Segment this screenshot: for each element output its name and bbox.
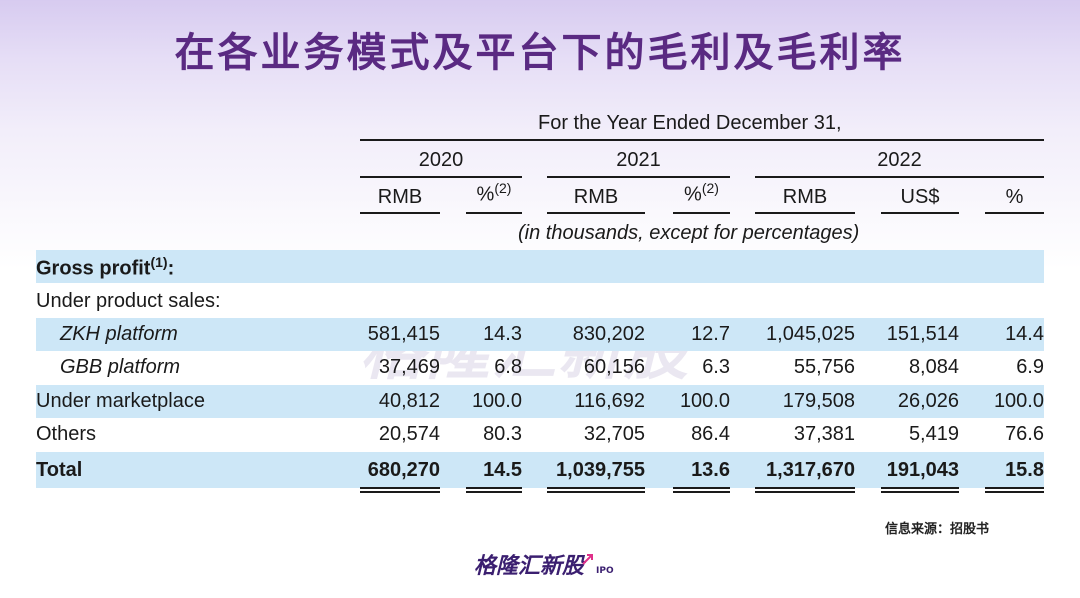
footer-logo: 格隆汇新股 IPO — [474, 554, 614, 579]
table-cell: 179,508 — [782, 390, 855, 412]
table-cell: 14.4 — [1005, 323, 1044, 345]
table-cell: 100.0 — [679, 390, 730, 412]
table-cell: 80.3 — [483, 423, 522, 445]
table-cell: 191,043 — [886, 459, 959, 481]
table-cell: 680,270 — [367, 459, 440, 481]
col-header-rmb-2022: RMB — [782, 186, 828, 208]
col-rule — [673, 212, 730, 214]
table-cell: 60,156 — [583, 356, 645, 378]
col-header-pct-2021: %(2) — [684, 180, 719, 206]
table-cell: 1,039,755 — [556, 459, 645, 481]
table-cell: 5,419 — [908, 423, 959, 445]
table-cell: 1,045,025 — [766, 323, 855, 345]
table-cell: 86.4 — [691, 423, 730, 445]
table-cell: 26,026 — [897, 390, 959, 412]
year-2020: 2020 — [418, 149, 464, 171]
table-cell: 100.0 — [471, 390, 522, 412]
col-rule — [547, 212, 645, 214]
table-cell: 6.9 — [1016, 356, 1044, 378]
arrow-icon — [582, 554, 594, 565]
table-cell: 100.0 — [993, 390, 1044, 412]
row-band — [36, 452, 1044, 488]
col-rule — [360, 212, 440, 214]
table-cell: 151,514 — [886, 323, 959, 345]
table-cell: 116,692 — [574, 390, 645, 412]
table-cell: 37,469 — [378, 356, 440, 378]
subsection-label: Under product sales: — [36, 290, 221, 312]
col-rule — [881, 212, 959, 214]
row-band — [36, 385, 1044, 418]
row-band — [36, 318, 1044, 351]
row-band — [36, 250, 1044, 283]
table-cell: 1,317,670 — [766, 459, 855, 481]
units-note: (in thousands, except for percentages) — [518, 222, 860, 244]
table-cell: 6.3 — [702, 356, 730, 378]
table-cell: 40,812 — [378, 390, 440, 412]
year-2021: 2021 — [616, 149, 661, 171]
table-cell: 6.8 — [494, 356, 522, 378]
source-note: 信息来源：招股书 — [885, 522, 990, 537]
col-rule — [985, 212, 1044, 214]
table-cell: 55,756 — [793, 356, 855, 378]
table-cell: 14.5 — [483, 459, 522, 481]
year-rule-2022 — [755, 176, 1044, 178]
table-cell: 76.6 — [1005, 423, 1044, 445]
table-cell: 14.3 — [483, 323, 522, 345]
col-header-rmb-2020: RMB — [377, 186, 423, 208]
col-rule — [755, 212, 855, 214]
row-label: ZKH platform — [60, 323, 178, 345]
year-rule-2021 — [547, 176, 730, 178]
year-rule-2020 — [360, 176, 522, 178]
row-label: Others — [36, 423, 97, 445]
header-rule — [360, 139, 1044, 141]
section-label: Gross profit(1): — [36, 254, 175, 280]
table-cell: 830,202 — [572, 323, 645, 345]
table-cell: 13.6 — [691, 459, 730, 481]
row-label: Under marketplace — [36, 390, 205, 412]
row-label: GBB platform — [60, 356, 181, 378]
table-cell: 581,415 — [367, 323, 440, 345]
table-cell: 32,705 — [583, 423, 645, 445]
col-rule — [466, 212, 522, 214]
period-header: For the Year Ended December 31, — [538, 112, 842, 134]
table-cell: 37,381 — [793, 423, 855, 445]
page-title: 在各业务模式及平台下的毛利及毛利率 — [174, 29, 906, 76]
year-2022: 2022 — [877, 149, 922, 171]
col-header-rmb-2021: RMB — [573, 186, 619, 208]
col-header-usd-2022: US$ — [900, 186, 940, 208]
col-header-pct-2020: %(2) — [476, 180, 512, 206]
table-cell: 8,084 — [908, 356, 959, 378]
table-cell: 20,574 — [378, 423, 440, 445]
col-header-pct-2022: % — [1005, 186, 1024, 208]
table-cell: 15.8 — [1005, 459, 1044, 481]
row-label: Total — [36, 459, 83, 481]
table-cell: 12.7 — [691, 323, 730, 345]
